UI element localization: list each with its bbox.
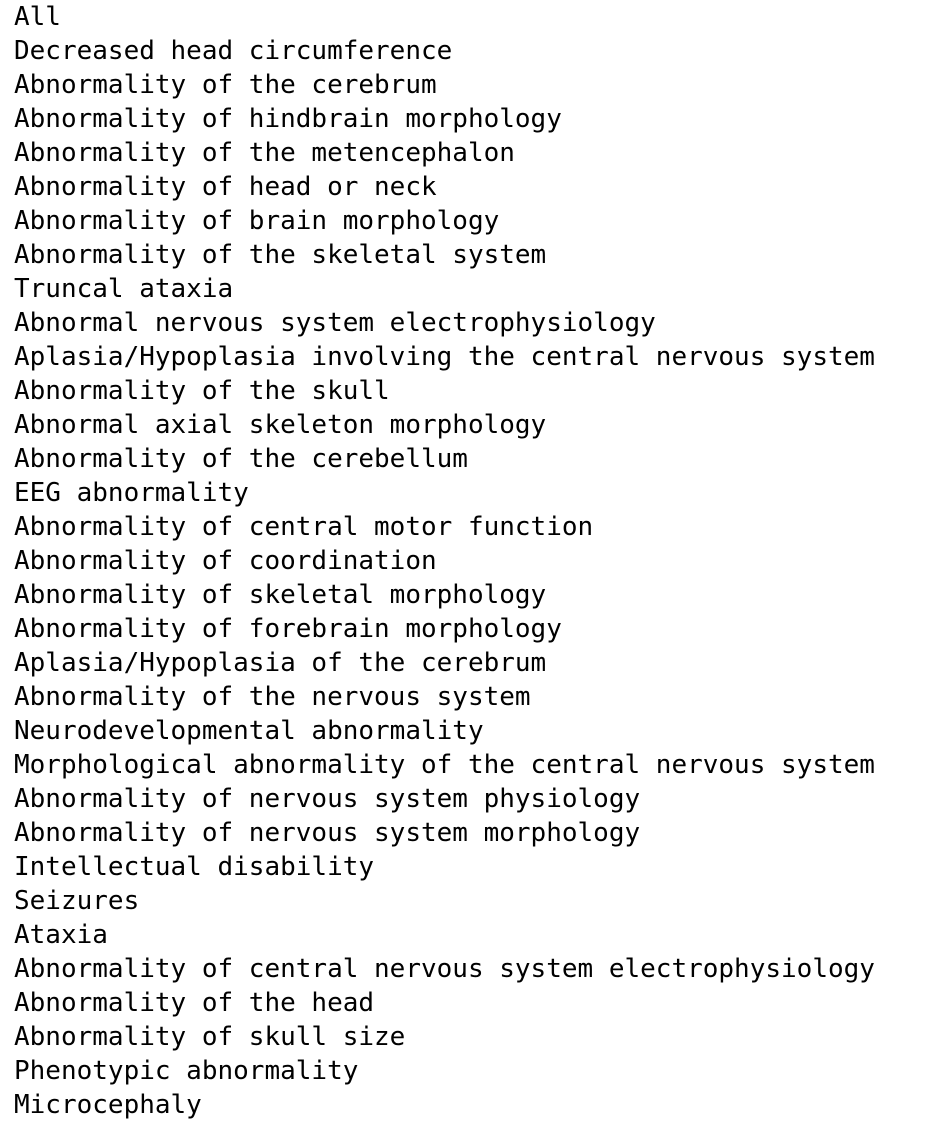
output-line: Abnormality of the skeletal system [14, 240, 547, 270]
output-line: Abnormality of head or neck [14, 172, 437, 202]
output-line: Intellectual disability [14, 852, 375, 882]
output-line: Abnormality of central nervous system el… [14, 954, 875, 984]
output-line: EEG abnormality [14, 478, 249, 508]
output-line: Aplasia/Hypoplasia involving the central… [14, 342, 875, 372]
output-line: All [14, 2, 61, 32]
output-line: Abnormal axial skeleton morphology [14, 410, 547, 440]
output-line: Abnormality of forebrain morphology [14, 614, 562, 644]
output-line: Abnormality of the head [14, 988, 375, 1018]
output-line: Abnormality of the skull [14, 376, 390, 406]
output-line: Ataxia [14, 920, 108, 950]
output-line: Abnormality of the nervous system [14, 682, 531, 712]
output-line: Abnormality of central motor function [14, 512, 594, 542]
output-line: Decreased head circumference [14, 36, 453, 66]
output-line: Abnormality of skull size [14, 1022, 406, 1052]
output-line: Abnormality of the cerebellum [14, 444, 468, 474]
output-line: Phenotypic abnormality [14, 1056, 359, 1086]
terminal-output: All Decreased head circumference Abnorma… [14, 0, 875, 1122]
output-line: Truncal ataxia [14, 274, 234, 304]
output-line: Abnormality of the metencephalon [14, 138, 515, 168]
output-line: Seizures [14, 886, 140, 916]
output-line: Neurodevelopmental abnormality [14, 716, 484, 746]
output-line: Aplasia/Hypoplasia of the cerebrum [14, 648, 547, 678]
output-line: Abnormality of skeletal morphology [14, 580, 547, 610]
output-line: Abnormality of brain morphology [14, 206, 500, 236]
output-line: Abnormality of hindbrain morphology [14, 104, 562, 134]
output-line: Microcephaly [14, 1090, 202, 1120]
output-line: Morphological abnormality of the central… [14, 750, 875, 780]
output-line: Abnormality of nervous system physiology [14, 784, 641, 814]
output-line: Abnormality of the cerebrum [14, 70, 437, 100]
output-line: Abnormality of nervous system morphology [14, 818, 641, 848]
output-line: Abnormal nervous system electrophysiolog… [14, 308, 656, 338]
output-line: Abnormality of coordination [14, 546, 437, 576]
